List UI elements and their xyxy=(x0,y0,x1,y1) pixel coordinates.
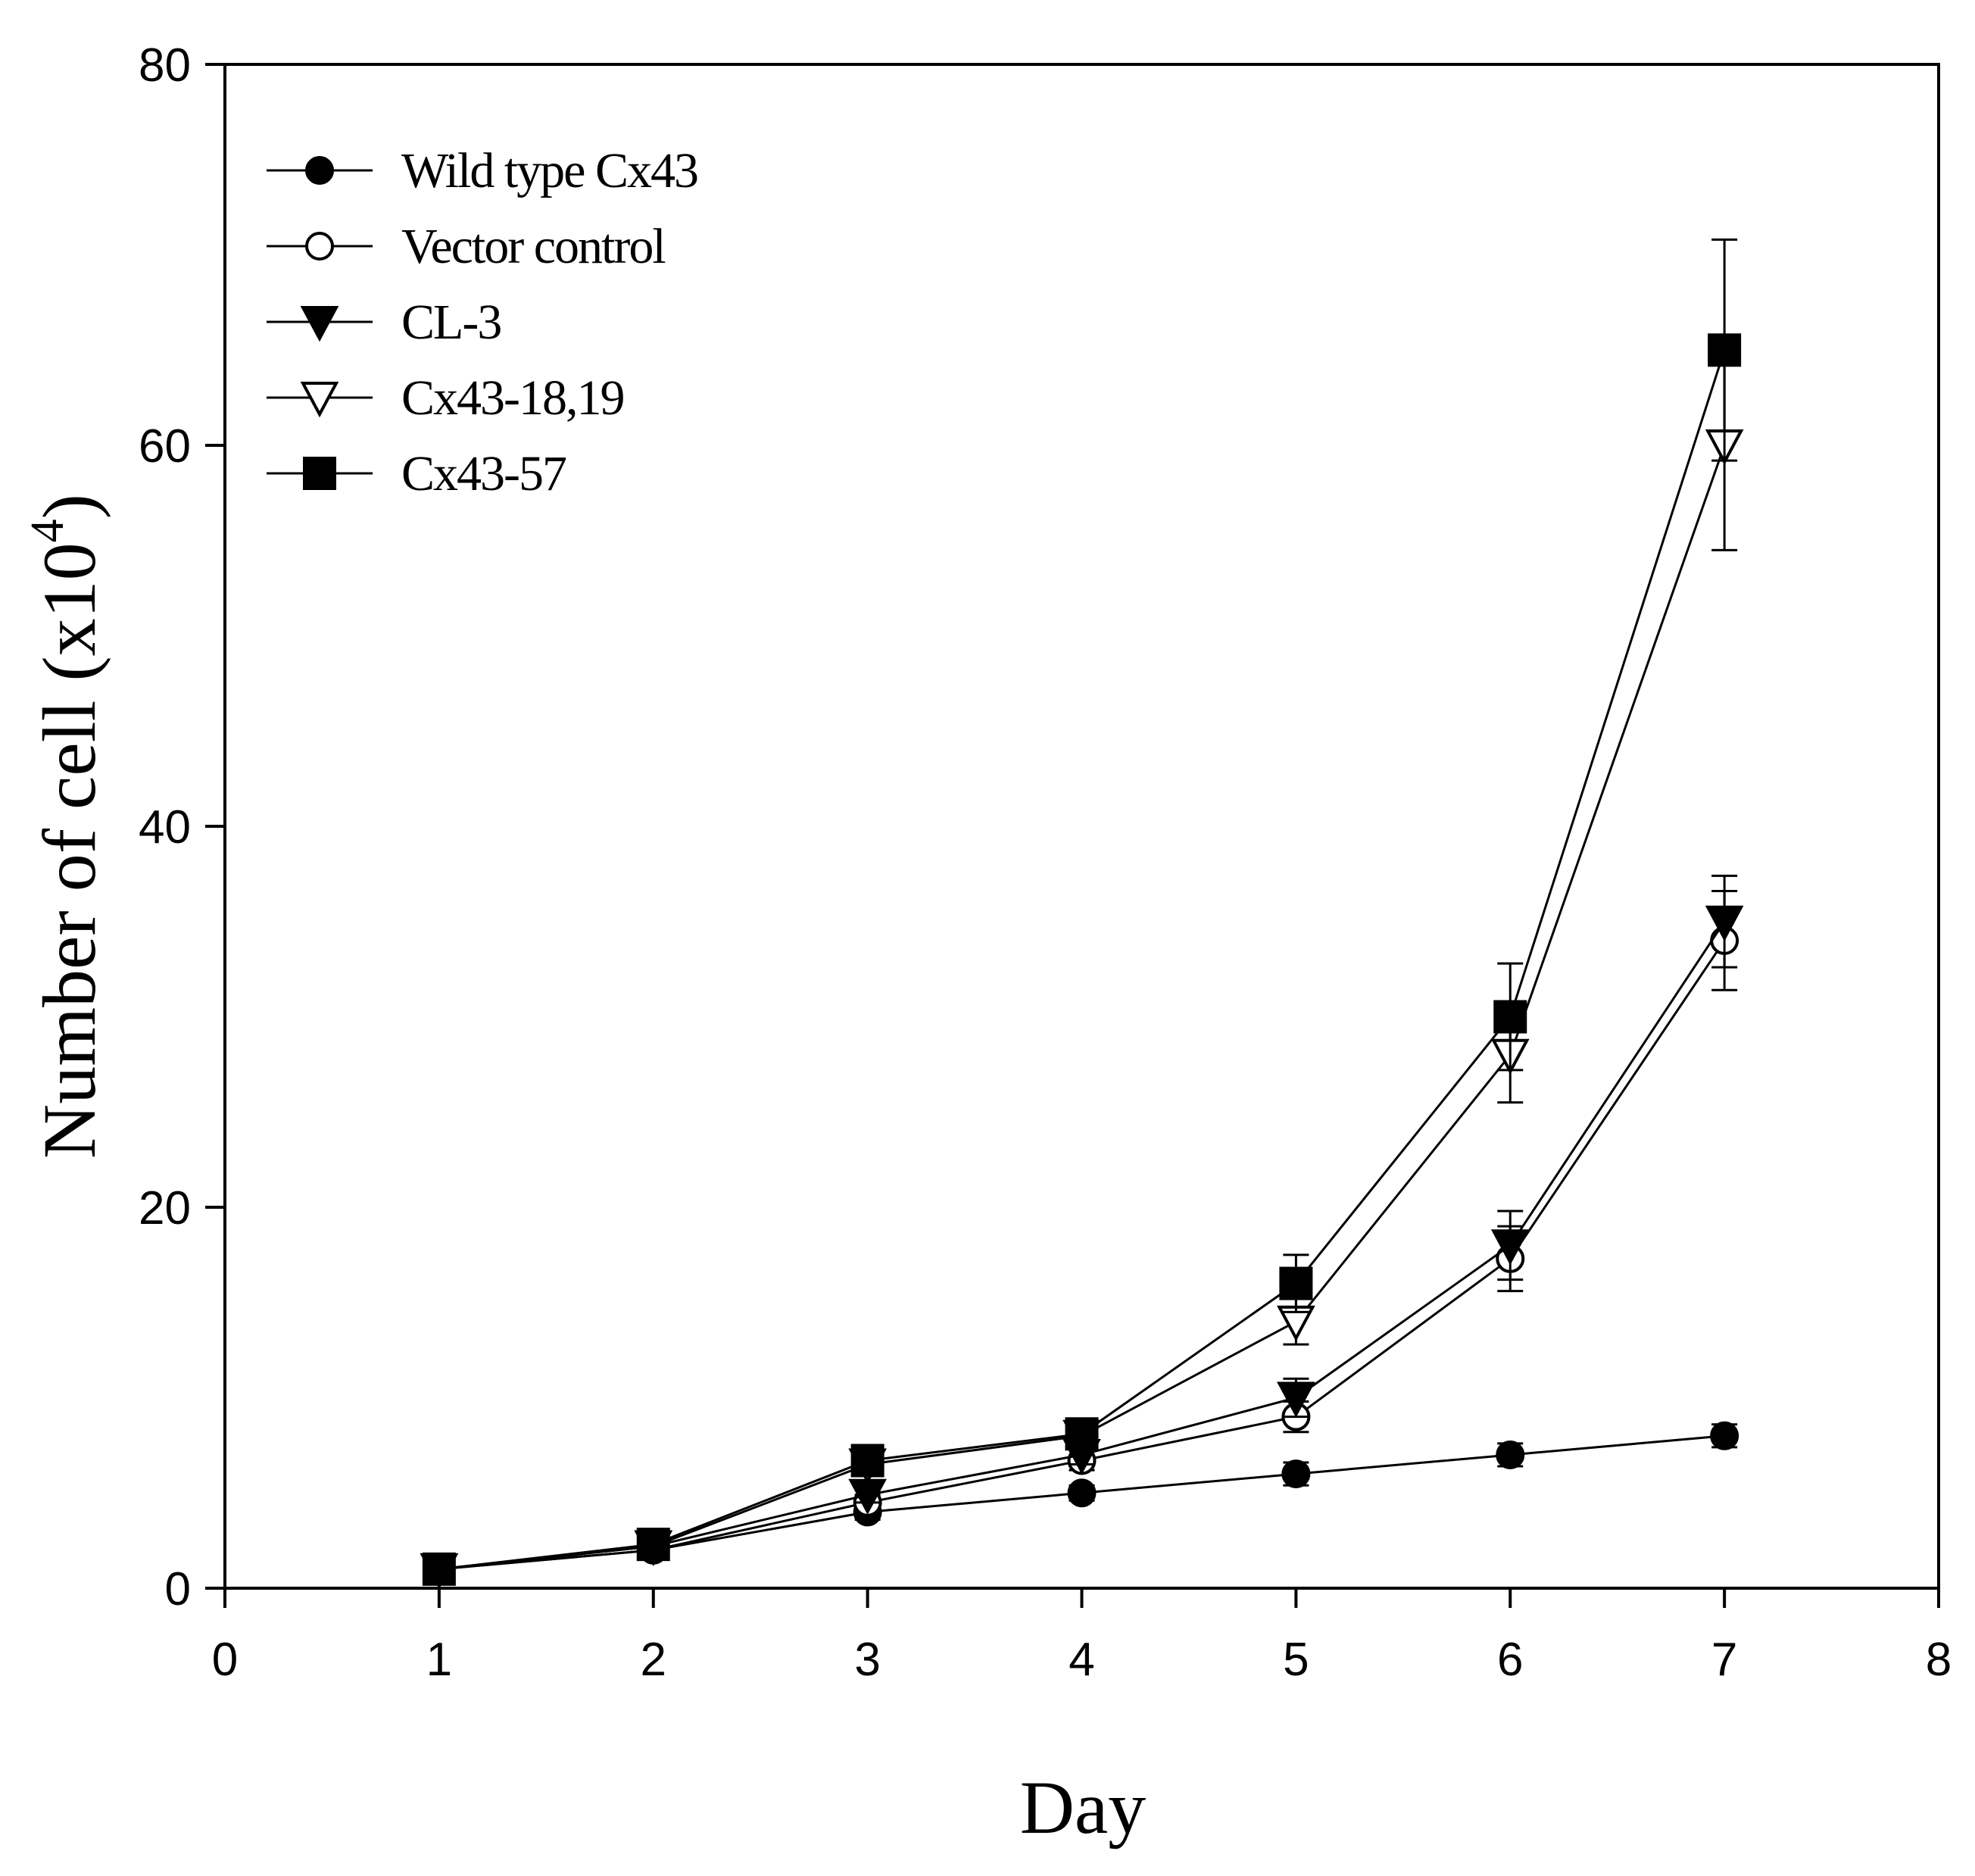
legend-item-4: Cx43-57 xyxy=(267,446,568,501)
data-point xyxy=(850,1444,885,1478)
legend-marker xyxy=(300,306,339,342)
y-axis-title-superscript: 4 xyxy=(22,519,73,542)
data-point xyxy=(636,1528,670,1562)
legend-label: CL-3 xyxy=(401,295,501,350)
data-point xyxy=(1710,1421,1739,1450)
x-tick-label: 0 xyxy=(212,1634,238,1686)
legend-label: Cx43-57 xyxy=(401,446,566,501)
data-point xyxy=(422,1552,456,1586)
y-tick-label: 40 xyxy=(139,801,191,854)
y-axis-title-close: ) xyxy=(27,494,111,519)
legend: Wild type Cx43 Vector control CL-3 Cx43-18,… xyxy=(267,143,699,501)
data-point xyxy=(1281,1459,1311,1489)
x-tick-label: 7 xyxy=(1711,1634,1737,1686)
data-point xyxy=(1277,1381,1315,1418)
legend-marker xyxy=(300,382,339,418)
series-4 xyxy=(422,238,1742,1586)
legend-label: Cx43-18,19 xyxy=(401,370,624,426)
series-layer xyxy=(420,238,1744,1590)
x-axis-title: Day xyxy=(1020,1765,1147,1849)
x-tick-label: 4 xyxy=(1069,1634,1094,1686)
legend-item-0: Wild type Cx43 xyxy=(267,143,699,198)
x-tick-label: 3 xyxy=(854,1634,880,1686)
data-point xyxy=(1065,1417,1099,1451)
y-tick-label: 80 xyxy=(139,39,191,92)
legend-label: Vector control xyxy=(401,219,666,274)
data-point xyxy=(1279,1266,1313,1300)
data-point xyxy=(1708,333,1742,367)
data-point xyxy=(1705,905,1744,941)
y-tick-label: 20 xyxy=(139,1182,191,1235)
legend-label: Wild type Cx43 xyxy=(401,143,697,198)
legend-item-2: CL-3 xyxy=(267,295,502,350)
x-tick-label: 8 xyxy=(1926,1634,1952,1686)
data-point xyxy=(1490,1229,1530,1266)
y-tick-label: 0 xyxy=(165,1563,191,1615)
x-tick-label: 2 xyxy=(641,1634,666,1686)
y-axis-title: Number of cell (x104) xyxy=(22,494,111,1159)
legend-marker xyxy=(303,457,336,490)
legend-item-1: Vector control xyxy=(267,219,667,274)
legend-marker xyxy=(305,232,334,261)
data-point xyxy=(1067,1478,1097,1508)
y-axis-title-main: Number of cell (x10 xyxy=(27,542,111,1159)
y-tick-label: 60 xyxy=(139,420,191,473)
data-point xyxy=(1493,1000,1527,1034)
data-point xyxy=(1496,1440,1525,1469)
x-tick-label: 5 xyxy=(1283,1634,1309,1686)
x-tick-label: 1 xyxy=(426,1634,452,1686)
legend-marker xyxy=(305,156,334,185)
legend-item-3: Cx43-18,19 xyxy=(267,370,626,426)
x-tick-label: 6 xyxy=(1497,1634,1523,1686)
